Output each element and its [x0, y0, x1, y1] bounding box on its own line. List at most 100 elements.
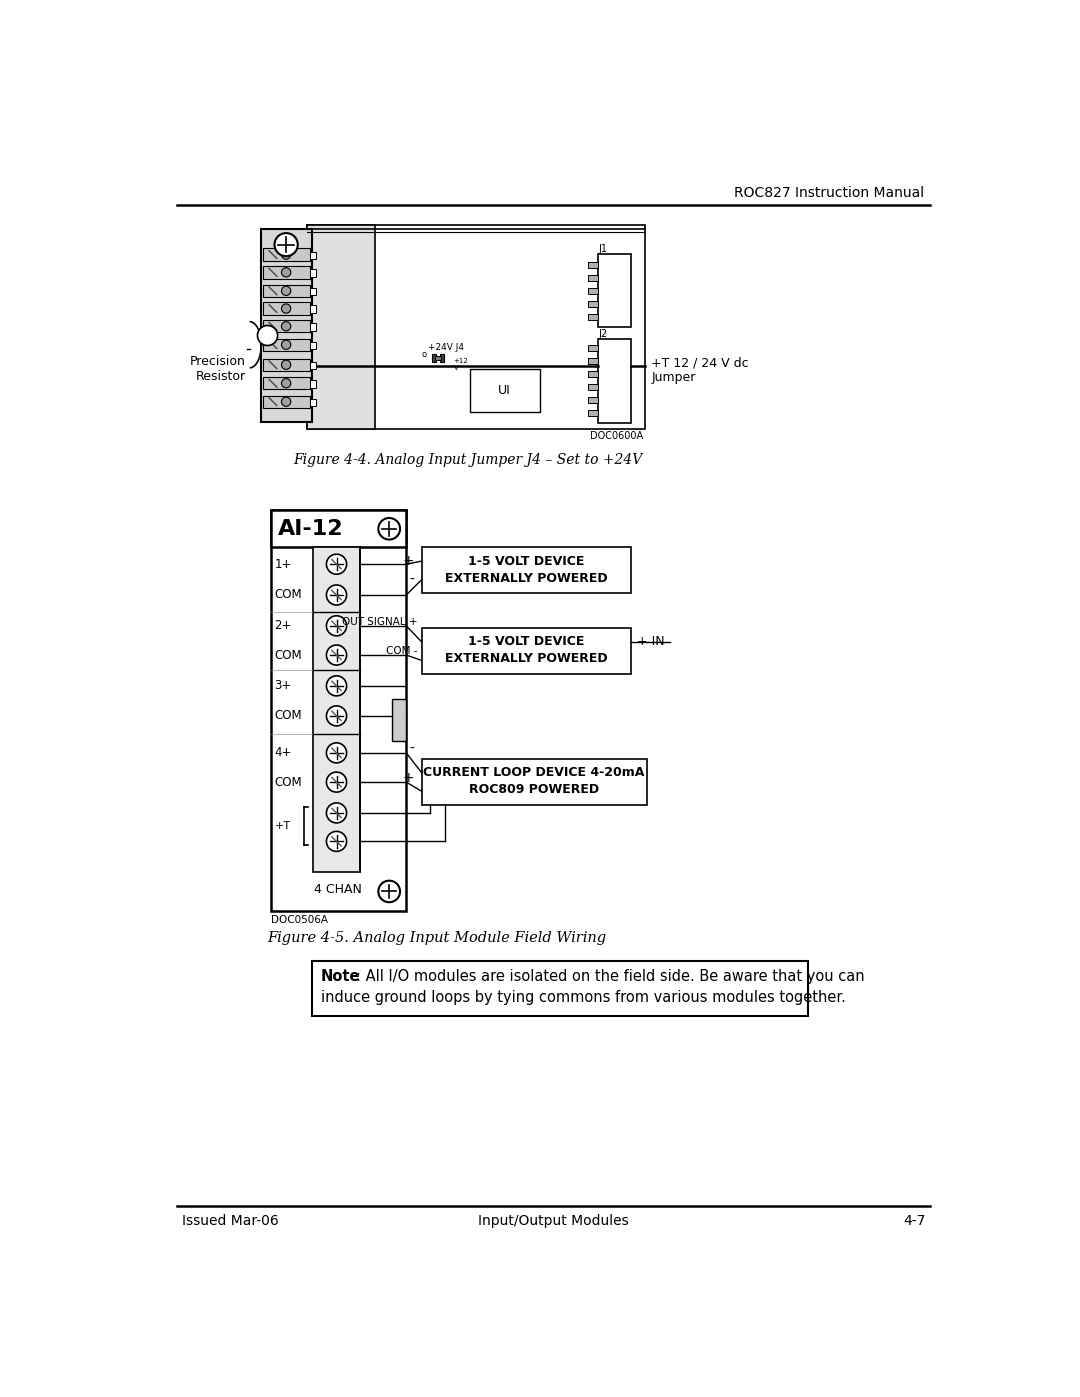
Circle shape [378, 880, 400, 902]
Text: -: - [409, 742, 414, 756]
Bar [422, 759, 647, 805]
Text: J1: J1 [598, 244, 607, 254]
Text: OUT SIGNAL +: OUT SIGNAL + [342, 617, 418, 627]
Text: Precision
Resistor: Precision Resistor [190, 355, 246, 383]
Text: +: + [403, 555, 414, 569]
Text: +T: +T [274, 821, 291, 831]
Bar [262, 395, 310, 408]
Circle shape [282, 321, 291, 331]
Text: Note: Note [321, 968, 361, 983]
Bar [262, 302, 310, 314]
Bar [262, 338, 310, 351]
Text: EXTERNALLY POWERED: EXTERNALLY POWERED [445, 652, 608, 665]
Bar [588, 358, 598, 365]
Bar [588, 384, 598, 390]
Text: UI: UI [498, 384, 511, 397]
Bar [271, 510, 406, 911]
Circle shape [326, 585, 347, 605]
Bar [588, 288, 598, 293]
Text: DOC0600A: DOC0600A [591, 430, 644, 440]
Bar [588, 314, 598, 320]
Bar [310, 251, 316, 260]
Bar [422, 548, 631, 594]
Text: COM: COM [274, 648, 302, 662]
Text: DOC0506A: DOC0506A [271, 915, 327, 925]
Text: +T 12 / 24 V dc
Jumper: +T 12 / 24 V dc Jumper [651, 356, 748, 384]
Text: COM: COM [274, 710, 302, 722]
Circle shape [282, 397, 291, 407]
Text: AI-12: AI-12 [279, 518, 345, 539]
Circle shape [326, 803, 347, 823]
Bar [588, 300, 598, 307]
Text: Input/Output Modules: Input/Output Modules [478, 1214, 629, 1228]
Bar [271, 510, 406, 548]
Circle shape [326, 645, 347, 665]
Bar [262, 285, 310, 298]
Bar [588, 411, 598, 416]
Circle shape [282, 360, 291, 369]
Bar [432, 353, 436, 362]
Bar [598, 254, 631, 327]
Bar [262, 249, 310, 261]
Text: 1-5 VOLT DEVICE: 1-5 VOLT DEVICE [469, 555, 584, 567]
Bar [262, 320, 310, 332]
Bar [307, 225, 645, 429]
Bar [310, 288, 316, 295]
Text: : All I/O modules are isolated on the field side. Be aware that you can: : All I/O modules are isolated on the fi… [356, 968, 864, 983]
Bar [422, 629, 631, 675]
Circle shape [282, 379, 291, 388]
Text: ROC827 Instruction Manual: ROC827 Instruction Manual [733, 186, 924, 200]
Bar [312, 961, 808, 1016]
Text: EXTERNALLY POWERED: EXTERNALLY POWERED [445, 571, 608, 584]
Text: Figure 4-4. Analog Input Jumper J4 – Set to +24V: Figure 4-4. Analog Input Jumper J4 – Set… [294, 453, 643, 467]
Circle shape [326, 555, 347, 574]
Bar [588, 372, 598, 377]
Text: -: - [409, 573, 414, 587]
Bar [310, 270, 316, 277]
Circle shape [326, 705, 347, 726]
Text: 2+: 2+ [274, 619, 292, 633]
Text: 4-7: 4-7 [903, 1214, 926, 1228]
Bar [262, 377, 310, 390]
Bar [310, 362, 316, 369]
Bar [310, 398, 316, 407]
Text: 4 CHAN: 4 CHAN [314, 883, 362, 895]
Bar [310, 380, 316, 388]
Bar [313, 548, 360, 872]
Circle shape [326, 616, 347, 636]
Circle shape [378, 518, 400, 539]
Circle shape [274, 233, 298, 256]
Text: + IN: + IN [637, 636, 665, 648]
Text: Figure 4-5. Analog Input Module Field Wiring: Figure 4-5. Analog Input Module Field Wi… [268, 930, 607, 944]
Bar [588, 397, 598, 404]
Text: COM -: COM - [387, 647, 418, 657]
Circle shape [257, 326, 278, 345]
Circle shape [282, 286, 291, 295]
Text: ROC809 POWERED: ROC809 POWERED [469, 784, 599, 796]
Bar [310, 306, 316, 313]
Bar [440, 353, 444, 362]
Bar [588, 345, 598, 351]
Text: +12
V: +12 V [454, 358, 469, 372]
Bar [310, 323, 316, 331]
Circle shape [326, 831, 347, 851]
Text: induce ground loops by tying commons from various modules together.: induce ground loops by tying commons fro… [321, 990, 846, 1006]
Text: 1-5 VOLT DEVICE: 1-5 VOLT DEVICE [469, 636, 584, 648]
Bar [310, 342, 316, 349]
Text: o: o [421, 351, 427, 359]
Circle shape [326, 773, 347, 792]
Text: COM: COM [274, 775, 302, 788]
Text: Issued Mar-06: Issued Mar-06 [181, 1214, 279, 1228]
Circle shape [282, 250, 291, 260]
Bar [435, 355, 441, 360]
Bar [307, 225, 375, 429]
Text: CURRENT LOOP DEVICE 4-20mA: CURRENT LOOP DEVICE 4-20mA [423, 767, 645, 780]
Circle shape [326, 743, 347, 763]
Bar [392, 698, 406, 742]
Circle shape [326, 676, 347, 696]
Text: 1+: 1+ [274, 557, 292, 571]
Text: 4+: 4+ [274, 746, 292, 760]
Text: +: + [403, 771, 414, 785]
Text: +24V J4: +24V J4 [428, 344, 464, 352]
Text: J2: J2 [598, 328, 608, 339]
